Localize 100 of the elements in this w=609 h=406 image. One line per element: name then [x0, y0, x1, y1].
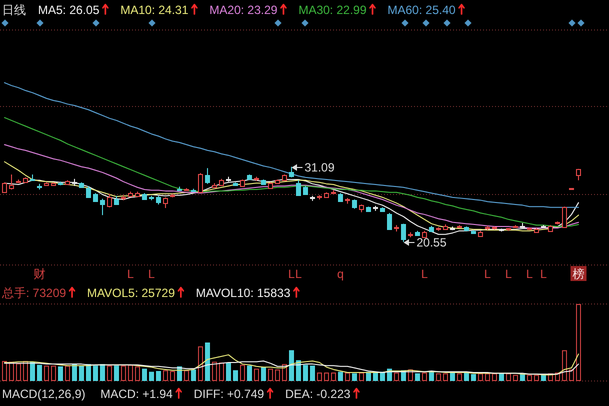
- candlestick: [534, 227, 539, 233]
- candlestick: [65, 180, 70, 186]
- candlestick: [205, 168, 210, 184]
- bar: [352, 373, 357, 381]
- bar: [114, 366, 119, 381]
- bar: [485, 373, 490, 381]
- text: DIFF: +0.749: [194, 387, 264, 401]
- x-tick-label: L: [484, 267, 492, 281]
- candlestick: [562, 206, 567, 228]
- bar: [128, 364, 133, 381]
- bar: [156, 370, 161, 381]
- bar: [520, 374, 525, 381]
- candlestick: [422, 230, 427, 238]
- candlestick: [527, 226, 532, 231]
- candlestick: [37, 183, 42, 190]
- candlestick: [212, 182, 217, 188]
- candlestick: [121, 194, 126, 201]
- bar: [513, 374, 518, 381]
- candlestick: [338, 192, 343, 202]
- candlestick: [401, 223, 406, 242]
- bar: [198, 346, 203, 381]
- bar: [499, 373, 504, 381]
- bar: [107, 366, 112, 381]
- bar: [422, 372, 427, 381]
- bar: [254, 368, 259, 381]
- bar: [37, 364, 42, 381]
- bar: [331, 372, 336, 381]
- x-tick-label: L: [288, 267, 296, 281]
- candlestick: [170, 193, 175, 198]
- bar: [79, 366, 84, 381]
- candlestick: [324, 192, 329, 198]
- bar: [436, 373, 441, 381]
- candlestick: [492, 226, 497, 230]
- bar: [296, 360, 301, 381]
- candlestick: [191, 188, 196, 192]
- candlestick: [541, 224, 546, 228]
- candlestick: [317, 194, 322, 200]
- bar: [541, 374, 546, 381]
- candlestick: [366, 206, 371, 212]
- candlestick: [373, 205, 378, 212]
- annotation: 20.55: [416, 236, 447, 250]
- bar: [240, 364, 245, 381]
- text: MA10: 24.31: [120, 3, 189, 17]
- bar: [492, 373, 497, 381]
- candlestick: [513, 224, 518, 228]
- candlestick: [233, 182, 238, 186]
- x-tick-label: L: [540, 267, 548, 281]
- candlestick: [457, 224, 462, 228]
- candlestick: [128, 191, 133, 198]
- candlestick: [9, 174, 14, 190]
- candlestick: [184, 188, 189, 191]
- candlestick: [44, 182, 49, 186]
- bar: [478, 373, 483, 381]
- candlestick: [478, 230, 483, 238]
- bar: [373, 372, 378, 381]
- candlestick: [16, 179, 21, 184]
- bar: [471, 374, 476, 381]
- bar: [65, 366, 70, 381]
- candlestick: [520, 222, 525, 228]
- candlestick: [30, 174, 35, 182]
- text: MA5: 26.05: [38, 3, 100, 17]
- bar: [149, 372, 154, 381]
- bar: [205, 342, 210, 381]
- candlestick: [79, 182, 84, 188]
- annotation: 31.09: [304, 160, 335, 174]
- candlestick: [394, 224, 399, 232]
- candlestick: [499, 228, 504, 232]
- candlestick: [107, 193, 112, 208]
- candlestick: [429, 225, 434, 232]
- candlestick: [149, 195, 154, 201]
- bar: [457, 373, 462, 381]
- x-tick-label: L: [421, 267, 428, 281]
- candlestick: [58, 181, 63, 186]
- candlestick: [254, 176, 259, 182]
- text: MA60: 25.40: [388, 3, 456, 17]
- candlestick: [359, 204, 364, 213]
- candlestick: [506, 227, 511, 232]
- candlestick: [198, 172, 203, 194]
- chart-title: 日线: [2, 3, 26, 17]
- bar: [415, 373, 420, 381]
- bar: [93, 366, 98, 381]
- candlestick: [303, 185, 308, 195]
- candlestick: [555, 221, 560, 225]
- bar: [72, 364, 77, 381]
- bar: [464, 372, 469, 381]
- candlestick: [163, 196, 168, 209]
- candlestick: [380, 206, 385, 212]
- bar: [163, 370, 168, 381]
- candlestick: [415, 230, 420, 236]
- text: MAVOL10: 15833: [196, 286, 291, 300]
- bar: [86, 364, 91, 381]
- bar: [100, 364, 105, 381]
- candlestick: [275, 179, 280, 184]
- candlestick: [282, 174, 287, 181]
- bar: [233, 370, 238, 381]
- candlestick: [289, 166, 294, 178]
- bar: [310, 366, 315, 381]
- candlestick: [387, 212, 392, 230]
- candlestick: [576, 168, 581, 181]
- candlestick: [93, 192, 98, 202]
